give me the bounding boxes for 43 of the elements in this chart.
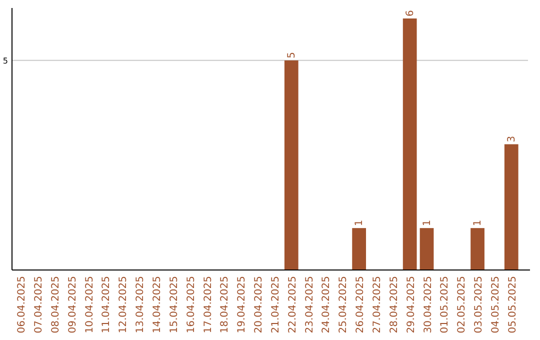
bar [352, 228, 366, 270]
x-tick-label: 29.04.2025 [406, 276, 417, 334]
x-tick-label: 20.04.2025 [254, 276, 265, 334]
data-label: 5 [286, 52, 298, 58]
ref-line-label: 5 [2, 56, 8, 66]
bar [504, 144, 518, 270]
x-tick-label: 13.04.2025 [135, 276, 146, 334]
x-tick-label: 17.04.2025 [202, 276, 214, 334]
bar [402, 18, 417, 270]
x-tick-label: 24.04.2025 [321, 276, 332, 334]
x-tick-label: 16.04.2025 [186, 276, 197, 334]
x-tick-label: 12.04.2025 [118, 276, 130, 334]
x-tick-label: 02.05.2025 [456, 276, 468, 334]
x-tick-label: 04.05.2025 [490, 276, 502, 334]
x-tick-label: 14.04.2025 [152, 276, 164, 334]
x-tick-label: 01.05.2025 [440, 276, 451, 334]
x-tick-label: 07.04.2025 [34, 276, 45, 334]
bar [470, 228, 484, 270]
x-tick-label: 11.04.2025 [101, 276, 112, 334]
x-tick-label: 23.04.2025 [304, 276, 316, 334]
x-tick-label: 27.04.2025 [372, 276, 383, 334]
data-label: 6 [404, 10, 416, 16]
x-tick-label: 22.04.2025 [287, 276, 298, 334]
x-tick-label: 21.04.2025 [270, 276, 282, 334]
data-label: 3 [506, 136, 518, 142]
x-tick-label: 15.04.2025 [168, 276, 180, 334]
x-tick-label: 25.04.2025 [338, 276, 350, 334]
x-tick-label: 05.05.2025 [507, 276, 518, 334]
x-tick-label: 19.04.2025 [236, 276, 248, 334]
bar [420, 228, 434, 270]
x-tick-label: 30.04.2025 [422, 276, 434, 334]
x-tick-label: 06.04.2025 [16, 276, 28, 334]
x-tick-label: 10.04.2025 [84, 276, 96, 334]
x-tick-label: 28.04.2025 [388, 276, 400, 334]
x-tick-label: 26.04.2025 [355, 276, 366, 334]
x-tick-label: 09.04.2025 [67, 276, 78, 334]
data-label: 1 [472, 220, 484, 226]
data-label: 1 [422, 220, 433, 226]
x-tick-label: 18.04.2025 [220, 276, 231, 334]
bar [284, 60, 298, 270]
x-tick-label: 03.05.2025 [474, 276, 485, 334]
data-label: 1 [354, 220, 366, 226]
x-tick-label: 08.04.2025 [50, 276, 62, 334]
